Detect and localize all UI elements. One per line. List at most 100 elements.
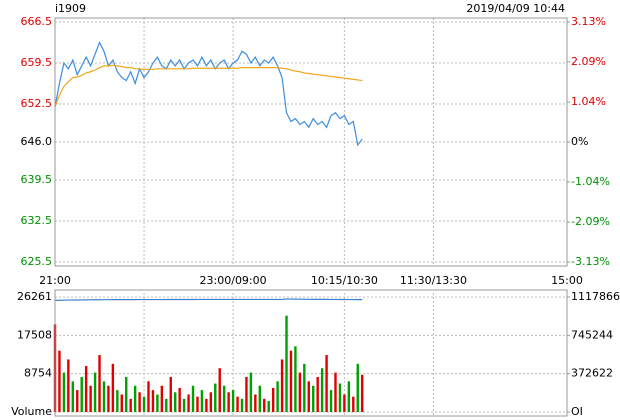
volume-panel-frame xyxy=(54,289,568,417)
x-tick-label: 10:15/10:30 xyxy=(311,274,378,287)
volume-bar xyxy=(102,381,106,412)
y-tick-label: 646.0 xyxy=(21,135,53,148)
volume-bar xyxy=(67,359,70,412)
line-series xyxy=(54,41,363,147)
volume-bar xyxy=(303,363,306,412)
y-tick-label: 652.5 xyxy=(21,97,53,110)
volume-bar xyxy=(316,376,319,412)
volume-bar xyxy=(254,394,257,412)
y2-tick-label: -2.09% xyxy=(571,215,610,228)
volume-bar xyxy=(258,385,261,412)
volume-bar xyxy=(151,390,155,412)
y2-tick-label: 372622 xyxy=(571,367,613,380)
y-tick-label: 639.5 xyxy=(21,173,53,186)
x-tick-label: 15:00 xyxy=(551,274,583,287)
y2-tick-label: 1117866 xyxy=(571,290,620,303)
volume-bar xyxy=(320,368,324,412)
volume-bar xyxy=(227,392,230,412)
volume-bar xyxy=(160,385,164,412)
volume-bar xyxy=(147,381,150,412)
volume-bar xyxy=(325,355,328,412)
volume-bar xyxy=(111,363,115,412)
x-tick-label: 11:30/13:30 xyxy=(400,274,467,287)
volume-bar xyxy=(249,372,253,412)
y-tick-label: 659.5 xyxy=(21,56,53,69)
volume-bar xyxy=(84,366,88,412)
volume-bar xyxy=(347,381,351,412)
volume-bar xyxy=(138,392,141,412)
volume-bar xyxy=(191,385,195,412)
volume-bar xyxy=(107,385,110,412)
y2-tick-label: 745244 xyxy=(571,328,613,341)
volume-bar xyxy=(169,376,172,412)
volume-bar xyxy=(280,359,284,412)
y-tick-label: 26261 xyxy=(17,290,52,303)
volume-bar xyxy=(231,390,235,412)
volume-bar xyxy=(205,398,208,412)
volume-bar xyxy=(71,381,75,412)
volume-bar xyxy=(174,392,177,412)
volume-bar xyxy=(334,372,337,412)
volume-bar xyxy=(263,398,266,412)
volume-bar xyxy=(289,350,293,412)
volume-bar xyxy=(62,372,66,412)
line-series xyxy=(54,298,363,301)
y2-tick-label: -1.04% xyxy=(571,175,610,188)
volume-bar xyxy=(196,396,199,412)
volume-bar xyxy=(361,374,364,412)
volume-bar xyxy=(312,385,315,412)
y2-tick-label: 3.13% xyxy=(571,15,606,28)
y2-tick-label: 0% xyxy=(571,135,588,148)
chart-title: i1909 xyxy=(55,2,86,15)
volume-bar xyxy=(129,398,132,412)
volume-bar xyxy=(125,376,128,412)
line-series xyxy=(54,64,363,108)
y2-tick-label: -3.13% xyxy=(571,255,610,268)
volume-bar xyxy=(329,390,333,412)
timestamp: 2019/04/09 10:44 xyxy=(466,2,565,15)
volume-bar xyxy=(240,398,244,412)
y-tick-label: 8754 xyxy=(24,367,52,380)
volume-bar xyxy=(218,368,221,412)
volume-bar xyxy=(245,376,248,412)
y2-tick-label: 1.04% xyxy=(571,95,606,108)
volume-bar xyxy=(200,390,204,412)
volume-bar xyxy=(93,372,97,412)
volume-bar xyxy=(298,372,302,412)
volume-bar xyxy=(98,355,101,412)
volume-bar xyxy=(120,394,123,412)
volume-bar xyxy=(80,376,83,412)
volume-bar xyxy=(142,396,146,412)
volume-bar xyxy=(356,363,359,412)
volume-bar xyxy=(187,394,190,412)
y2-tick-label: 2.09% xyxy=(571,55,606,68)
grid xyxy=(54,18,570,416)
volume-bar xyxy=(116,390,119,412)
volume-bar xyxy=(214,383,217,412)
y-tick-label: Volume xyxy=(11,405,52,418)
y-tick-label: 625.5 xyxy=(21,255,53,268)
x-tick-label: 21:00 xyxy=(39,274,71,287)
volume-bar xyxy=(58,350,61,412)
y-tick-label: 666.5 xyxy=(21,15,53,28)
volume-bar xyxy=(276,381,279,412)
volume-bar xyxy=(343,394,346,412)
volume-bar xyxy=(133,385,137,412)
y-tick-label: 632.5 xyxy=(21,214,53,227)
volume-bar xyxy=(156,394,159,412)
price-panel-frame xyxy=(54,17,568,267)
volume-bar xyxy=(165,398,168,412)
y2-tick-label: OI xyxy=(571,405,583,418)
volume-bar xyxy=(271,387,275,412)
volume-bar xyxy=(236,396,239,412)
y-tick-label: 17508 xyxy=(17,328,52,341)
volume-bar xyxy=(76,390,79,412)
volume-bar xyxy=(307,381,310,412)
volume-bar xyxy=(89,385,92,412)
marks xyxy=(53,41,364,412)
volume-bar xyxy=(285,315,288,412)
volume-bar xyxy=(338,383,342,412)
volume-bar xyxy=(294,346,297,412)
volume-bar xyxy=(178,387,181,412)
